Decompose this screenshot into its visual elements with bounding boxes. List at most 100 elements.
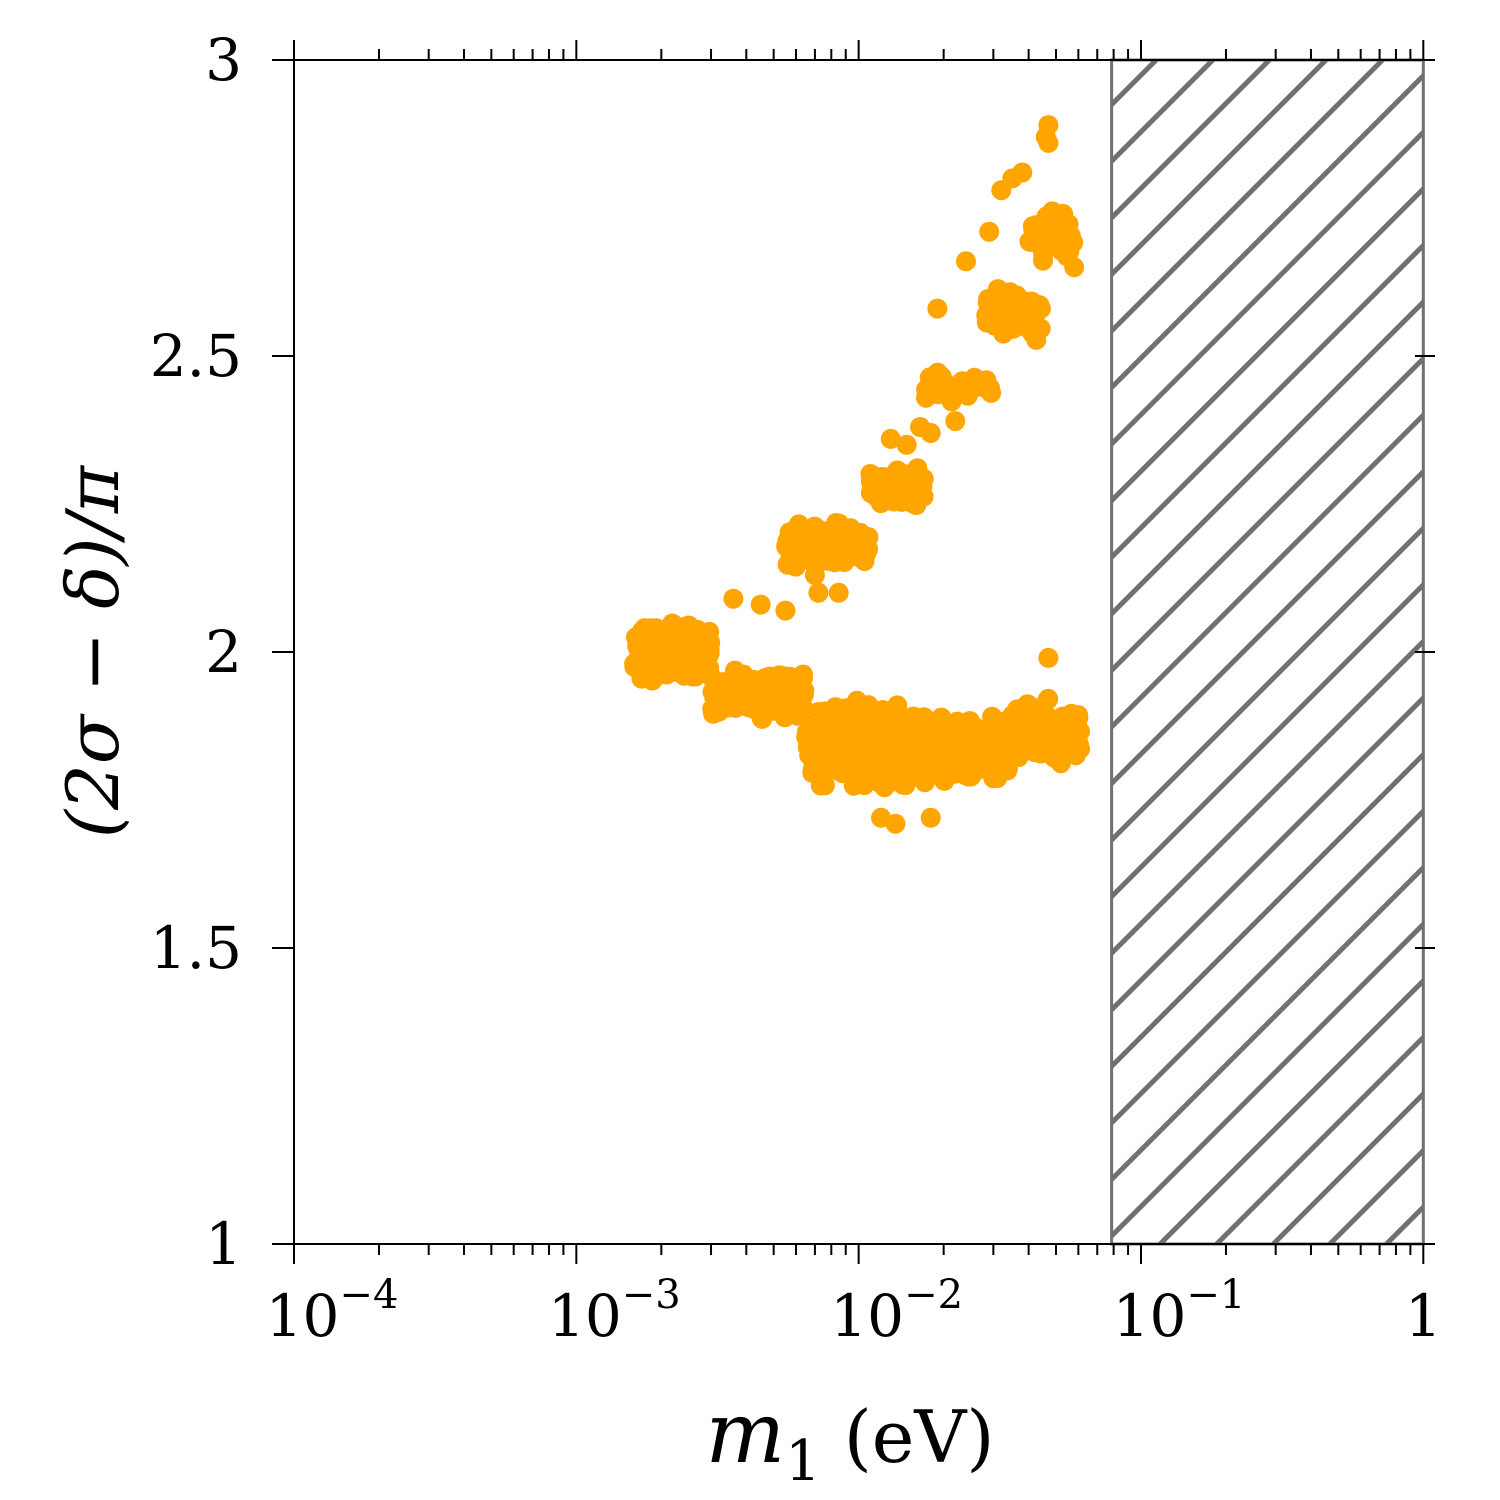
scatter-point [1064, 257, 1085, 278]
scatter-point [886, 747, 907, 768]
svg-text:m1 (eV): m1 (eV) [706, 1384, 995, 1494]
axis-ticks [272, 40, 1435, 1264]
y-tick-label: 1.5 [150, 914, 242, 982]
scatter-point [828, 547, 849, 568]
scatter-point [860, 464, 881, 484]
scatter-point [1004, 290, 1025, 310]
scatter-point [723, 588, 744, 609]
scatter-point [945, 411, 966, 432]
x-axis-title: m1 (eV) [706, 1384, 995, 1494]
scatter-point [1038, 132, 1059, 153]
scatter-point [885, 813, 906, 834]
scatter-point [1012, 162, 1033, 183]
scatter-point [733, 664, 754, 685]
scatter-point [880, 428, 901, 449]
scatter-point [781, 684, 802, 705]
x-axis-title-unit: (eV) [844, 1395, 995, 1479]
scatter-point [1065, 745, 1086, 766]
scatter-point [889, 484, 909, 505]
scatter-point [803, 713, 824, 734]
x-axis-title-var: m [706, 1384, 786, 1482]
scatter-point [976, 370, 997, 391]
scatter-point [911, 741, 932, 762]
scatter-point [822, 720, 843, 740]
scatter-point [1038, 647, 1059, 668]
scatter-point [713, 672, 734, 692]
scatter-point [845, 757, 866, 778]
scatter-point [933, 375, 954, 396]
scatter-point [691, 626, 712, 647]
scatter-point [642, 670, 663, 691]
scatter-point [920, 807, 941, 828]
scatter-point [868, 724, 888, 745]
scatter-point [1054, 722, 1074, 743]
scatter-point [1051, 240, 1072, 261]
scatter-point [696, 645, 717, 666]
scatter-point [777, 530, 798, 551]
scatter-point [988, 722, 1009, 743]
x-tick-label: 10−3 [548, 1272, 681, 1350]
scatter-point [847, 690, 867, 711]
scatter-point [1038, 115, 1059, 136]
scatter-point [1039, 723, 1060, 744]
scatter-point [854, 775, 875, 796]
scatter-point [654, 647, 675, 668]
excluded-region [1110, 58, 1425, 1246]
scatter-point [807, 537, 828, 558]
scatter-point [977, 292, 998, 313]
scatter-point [1022, 216, 1043, 237]
scatter-point [808, 582, 829, 603]
scatter-point [1037, 689, 1058, 710]
x-tick-label: 10−2 [830, 1272, 963, 1350]
scatter-point [916, 380, 937, 401]
scatter-point [634, 618, 655, 639]
scatter-point [845, 526, 866, 547]
scatter-point [765, 680, 786, 701]
scatter-point [665, 624, 686, 645]
scatter-point [1053, 203, 1074, 224]
y-tick-label: 2 [205, 618, 242, 686]
scatter-point [1046, 220, 1067, 241]
scatter-point [824, 744, 845, 765]
scatter-point [873, 769, 894, 790]
scatter-point [626, 654, 646, 675]
y-axis-title: (2σ − δ)/π [51, 464, 135, 838]
scatter-point [926, 759, 947, 780]
scatter-point [1001, 308, 1022, 329]
scatter-points [624, 115, 1091, 834]
scatter-point [887, 709, 907, 730]
scatter-point [853, 739, 874, 760]
scatter-point [905, 490, 926, 511]
scatter-point [893, 763, 914, 784]
scatter-point [1008, 720, 1029, 741]
scatter-point [775, 600, 796, 621]
scatter-point [951, 751, 972, 772]
scatter-point [896, 434, 917, 455]
scatter-point [846, 542, 867, 563]
scatter-point [927, 298, 948, 319]
scatter-point [963, 735, 984, 756]
x-tick-label: 1 [1405, 1282, 1442, 1350]
scatter-point [979, 221, 1000, 242]
scatter-point [804, 565, 825, 585]
y-tick-label: 1 [205, 1210, 242, 1278]
scatter-point [868, 480, 889, 501]
scatter-point [779, 666, 800, 687]
scatter-point [750, 594, 771, 615]
scatter-point [956, 251, 976, 272]
scatter-point [804, 516, 825, 537]
y-tick-label: 2.5 [150, 322, 242, 390]
y-tick-label: 3 [205, 26, 242, 94]
scatter-point [1026, 704, 1047, 725]
x-tick-label: 10−1 [1113, 1272, 1246, 1350]
excluded-region-rect [1110, 58, 1425, 1246]
x-axis-title-sub: 1 [785, 1429, 821, 1494]
scatter-point [1033, 245, 1054, 266]
tick-labels: 1 1.5 2 2.5 3 10−4 10−3 10−2 10−1 1 [150, 26, 1442, 1350]
scatter-point [920, 423, 941, 443]
x-tick-label: 10−4 [266, 1272, 399, 1350]
scatter-point [828, 582, 849, 603]
scatter-point [736, 689, 757, 710]
scatter-point [1020, 306, 1040, 327]
